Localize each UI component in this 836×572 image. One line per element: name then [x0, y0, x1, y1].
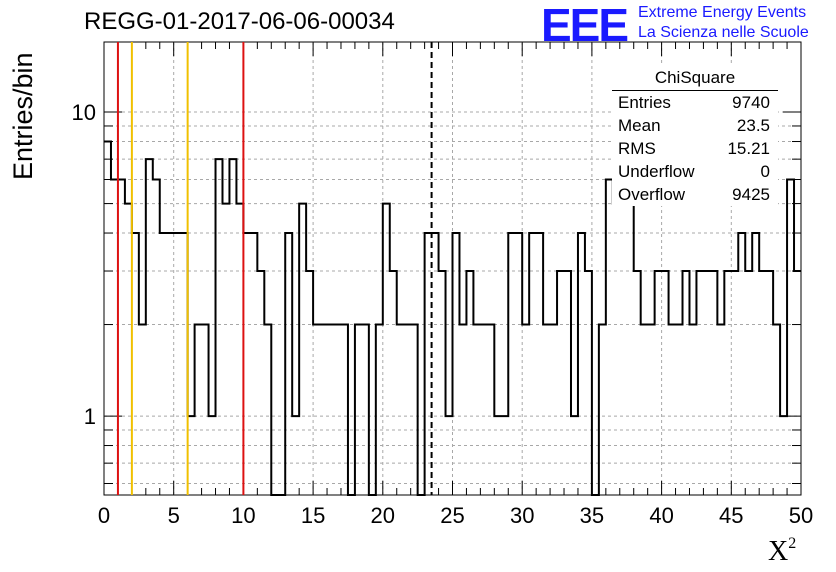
- stats-label: RMS: [618, 139, 656, 158]
- stats-row: Mean 23.5: [612, 114, 778, 137]
- x-tick-label: 25: [440, 503, 464, 528]
- stats-row: Underflow 0: [612, 160, 778, 183]
- stats-value: 0: [760, 162, 770, 181]
- x-tick-label: 10: [231, 503, 255, 528]
- tick-labels: 0 5 10 15 20 25 30 35 40 45 50 1 10: [72, 100, 814, 528]
- stats-box: ChiSquare Entries 9740 Mean 23.5 RMS 15.21 …: [612, 66, 778, 206]
- y-tick-label: 10: [72, 100, 96, 125]
- stats-label: Overflow: [618, 185, 686, 204]
- stats-label: Mean: [618, 116, 661, 135]
- eee-logo: EEE: [541, 0, 629, 51]
- x-tick-label: 40: [649, 503, 673, 528]
- stats-value: 9740: [732, 93, 770, 112]
- x-tick-label: 15: [301, 503, 325, 528]
- histogram-series: [104, 124, 801, 496]
- x-axis-label-base: X: [768, 536, 789, 567]
- x-tick-label: 5: [168, 503, 180, 528]
- marker-lines: [116, 42, 433, 495]
- stats-value: 15.21: [727, 139, 770, 158]
- x-axis-label: X2: [768, 535, 796, 568]
- stats-row: Overflow 9425: [612, 183, 778, 206]
- x-tick-label: 20: [371, 503, 395, 528]
- x-tick-label: 30: [510, 503, 534, 528]
- stats-title: ChiSquare: [612, 66, 778, 91]
- x-tick-label: 50: [789, 503, 813, 528]
- logo-line-2: La Scienza nelle Scuole: [638, 24, 809, 41]
- x-tick-label: 35: [580, 503, 604, 528]
- x-tick-label: 45: [719, 503, 743, 528]
- stats-value: 9425: [732, 185, 770, 204]
- stats-row: Entries 9740: [612, 91, 778, 114]
- stats-label: Underflow: [618, 162, 695, 181]
- stats-value: 23.5: [736, 116, 770, 135]
- chart-title: REGG-01-2017-06-06-00034: [84, 8, 395, 35]
- x-axis-label-sup: 2: [788, 535, 797, 552]
- stats-row: RMS 15.21: [612, 137, 778, 160]
- logo-caption: Extreme Energy Events La Scienza nelle S…: [638, 3, 809, 43]
- axis-ticks: [103, 42, 802, 495]
- stats-label: Entries: [618, 93, 671, 112]
- y-tick-label: 1: [84, 404, 96, 429]
- y-axis-label: Entries/bin: [8, 52, 38, 180]
- x-tick-label: 0: [98, 503, 110, 528]
- logo-line-1: Extreme Energy Events: [638, 4, 807, 21]
